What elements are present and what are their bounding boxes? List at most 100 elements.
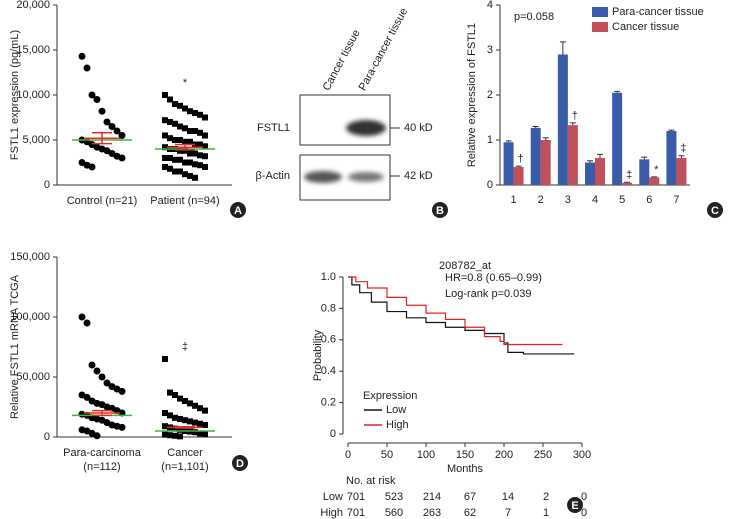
y-tick-label: 0 — [44, 179, 50, 191]
dot — [182, 147, 188, 154]
error-bar — [678, 155, 685, 158]
y-tick-label: 2 — [487, 89, 493, 101]
dot — [162, 431, 168, 438]
annotation: p=0.058 — [514, 11, 554, 23]
dot — [83, 64, 91, 72]
dot — [93, 96, 101, 103]
dot — [177, 147, 183, 154]
survival-curve — [348, 276, 563, 346]
dot — [202, 132, 208, 139]
x-tick-label: 5 — [619, 194, 625, 206]
risk-count: 7 — [505, 507, 511, 519]
error-bar — [668, 129, 675, 131]
risk-count: 0 — [581, 507, 587, 519]
x-tick-label: Cancer — [167, 447, 203, 459]
dot — [177, 156, 183, 163]
blot-box — [299, 94, 391, 146]
y-tick-label: 0 — [487, 179, 493, 191]
risk-count: 2 — [543, 491, 549, 503]
dot — [172, 120, 178, 127]
panel-badge — [707, 202, 723, 218]
dot — [78, 52, 86, 60]
band — [348, 172, 384, 182]
dot — [162, 410, 168, 416]
sem-bar — [92, 409, 112, 417]
y-tick-label: 15,000 — [16, 44, 50, 56]
size-label: 40 kD — [404, 122, 433, 134]
x-tick-label: 6 — [646, 194, 652, 206]
panel-badge — [232, 455, 248, 471]
dot — [197, 420, 203, 427]
y-tick-label: 0 — [44, 431, 50, 443]
dot — [177, 137, 183, 143]
dot — [118, 154, 126, 162]
risk-count: 701 — [347, 491, 365, 503]
error-bar — [641, 156, 648, 160]
y-axis-label: Relative expression of FSTL1 — [466, 23, 478, 167]
dot — [187, 159, 193, 166]
y-tick-label: 150,000 — [10, 251, 50, 263]
dot — [162, 117, 168, 124]
dot — [88, 91, 96, 99]
error-bar — [515, 165, 522, 167]
dot — [187, 418, 193, 425]
risk-count: 67 — [464, 491, 476, 503]
dot — [182, 171, 188, 178]
dot — [118, 423, 126, 431]
sem-bar — [175, 143, 195, 151]
chart-title: 208782_at — [439, 260, 491, 272]
dot — [162, 423, 168, 430]
bar — [513, 167, 524, 185]
significance-mark: * — [654, 164, 659, 176]
risk-count: 1 — [543, 507, 549, 519]
x-tick-label: 4 — [592, 194, 598, 206]
legend-swatch — [592, 22, 608, 32]
dot — [162, 155, 168, 161]
panel-badge — [432, 202, 448, 218]
significance-mark: ‡ — [680, 143, 686, 155]
dot — [187, 138, 193, 145]
y-tick-label: 100,000 — [10, 311, 50, 323]
panel-label: B — [436, 205, 444, 217]
risk-count: 560 — [385, 507, 403, 519]
legend-swatch — [592, 7, 608, 17]
panel-label: A — [234, 205, 242, 217]
bar — [595, 158, 605, 185]
error-bar — [542, 137, 549, 140]
significance-mark: * — [183, 77, 188, 89]
x-tick-label: 7 — [673, 194, 679, 206]
risk-count: 263 — [423, 507, 441, 519]
sem-bar — [92, 132, 112, 145]
y-tick-label: 0.6 — [321, 334, 336, 346]
bar — [649, 177, 660, 185]
legend-label: Para-cancer tissue — [612, 6, 704, 18]
band — [304, 171, 342, 183]
dot — [202, 422, 208, 428]
band-label: β-Actin — [256, 170, 290, 182]
bar — [540, 140, 551, 185]
dot — [182, 125, 188, 132]
risk-row-label: Low — [323, 491, 343, 503]
dot — [103, 118, 111, 126]
dot — [192, 402, 198, 409]
significance-mark: ‡ — [182, 341, 188, 353]
x-tick-label: 1 — [511, 194, 517, 206]
dot — [182, 105, 188, 112]
panel-label: E — [571, 500, 578, 512]
dot — [187, 108, 193, 115]
dot — [197, 152, 203, 159]
bar — [676, 158, 687, 185]
dot — [162, 164, 168, 170]
bar — [622, 182, 633, 185]
survival-curve — [348, 276, 575, 355]
y-axis-label: FSTL1 expression (pg/mL) — [9, 30, 21, 160]
risk-count: 14 — [502, 491, 514, 503]
dot — [113, 127, 121, 135]
error-bar — [597, 153, 603, 158]
panel-label: D — [236, 458, 244, 470]
error-bar — [614, 90, 621, 93]
y-tick-label: 10,000 — [16, 89, 50, 101]
x-tick-label: Patient (n=94) — [150, 195, 219, 207]
bar — [612, 92, 623, 185]
